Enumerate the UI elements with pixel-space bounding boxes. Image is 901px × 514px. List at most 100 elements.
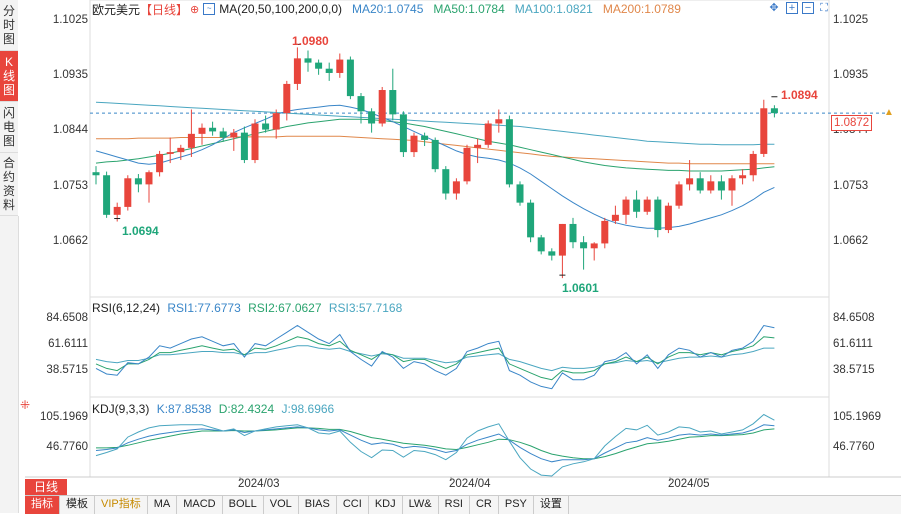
candle-body (463, 147, 471, 182)
candle-body (580, 242, 588, 249)
tab-contract-info[interactable]: 合约资料 (0, 153, 18, 216)
candle-body (209, 127, 217, 132)
tab-lw[interactable]: LW& (403, 496, 439, 514)
tab-flash-label: 闪电图 (3, 106, 16, 148)
candle-body (654, 199, 662, 231)
kdj-header: KDJ(9,3,3) K:87.8538 D:82.4324 J:98.6966 (92, 402, 334, 416)
tab-psy[interactable]: PSY (499, 496, 534, 514)
rsi-tick: 61.6111 (48, 338, 88, 350)
recent-high-label: 1.0894 (781, 88, 818, 102)
candle-body (399, 114, 407, 153)
candle-body (103, 175, 111, 215)
fullscreen-icon[interactable]: ⛶ (820, 2, 828, 14)
kdj-tick: 105.1969 (833, 411, 881, 423)
kdj-d-value: D:82.4324 (218, 402, 275, 416)
rsi-tick: 38.5715 (46, 364, 88, 376)
candle-body (548, 251, 556, 256)
move-icon[interactable]: ✥ (769, 2, 779, 14)
kdj-k-line (95, 424, 775, 463)
candle-body (590, 243, 598, 249)
candle-body (537, 237, 545, 252)
candle-body (304, 58, 312, 63)
candle-body (357, 96, 365, 112)
candle-body (739, 175, 747, 179)
zoom-in-icon[interactable]: + (786, 2, 798, 14)
tab-vip-indicators[interactable]: VIP指标 (95, 496, 148, 514)
period-day-button[interactable]: 日线 (25, 479, 67, 495)
period-label[interactable]: 【日线】 (140, 2, 189, 17)
ma-params: MA(20,50,100,200,0,0) (219, 2, 342, 16)
tab-rsi[interactable]: RSI (439, 496, 470, 514)
candle-body (516, 184, 524, 203)
tab-templates[interactable]: 模板 (60, 496, 95, 514)
tab-vol[interactable]: VOL (264, 496, 299, 514)
candle-body (707, 181, 715, 191)
price-tick: 1.0935 (833, 69, 869, 81)
candle-body (240, 132, 248, 161)
tab-kline-label: K线图 (3, 55, 16, 97)
ma50-value: MA50:1.0784 (433, 2, 505, 16)
candle-body (198, 127, 206, 134)
ma-indicator-icon[interactable]: ~ (203, 3, 216, 15)
kline-chart[interactable] (0, 0, 901, 495)
candle-body (315, 62, 323, 69)
tab-kdj[interactable]: KDJ (369, 496, 403, 514)
rsi-lines (95, 324, 775, 390)
kdj-j-value: J:98.6966 (281, 402, 335, 416)
tab-macd[interactable]: MACD (177, 496, 223, 514)
zoom-out-icon[interactable]: − (802, 2, 814, 14)
tab-timeshare[interactable]: 分时图 (0, 0, 18, 51)
candle-body (633, 199, 641, 212)
kdj-config-icon[interactable]: ⁜ (20, 398, 31, 412)
current-price-arrow-icon: ▲ (884, 107, 894, 118)
x-axis-date: 2024/05 (668, 478, 710, 490)
candle-body (696, 178, 704, 191)
candle-body (166, 152, 174, 154)
candle-body (325, 68, 333, 73)
candle-body (219, 131, 227, 138)
ma50-line (95, 118, 775, 172)
annotations (114, 43, 778, 276)
tab-cr[interactable]: CR (470, 496, 499, 514)
tab-indicators[interactable]: 指标 (25, 496, 60, 514)
candle-body (145, 172, 153, 185)
x-axis-date: 2024/04 (449, 478, 491, 490)
candle-body (622, 199, 630, 215)
rsi-tick: 38.5715 (833, 364, 875, 376)
candle-body (675, 184, 683, 206)
current-price-box: 1.0872 (831, 115, 873, 131)
ma100-value: MA100:1.0821 (514, 2, 593, 16)
candle-body (431, 139, 439, 170)
price-panel-frame (89, 0, 830, 298)
rsi-header: RSI(6,12,24) RSI1:77.6773 RSI2:67.0627 R… (92, 301, 402, 315)
ma100-line (95, 101, 775, 146)
candle-body (452, 181, 460, 194)
kdj-j-line (95, 413, 775, 477)
tab-kline[interactable]: K线图 (0, 51, 18, 102)
candlesticks (92, 47, 778, 279)
ma20-value: MA20:1.0745 (352, 2, 424, 16)
candle-body (442, 169, 450, 194)
rsi1-line (95, 324, 775, 390)
candle-body (251, 123, 259, 161)
candle-body (717, 181, 725, 191)
tab-boll[interactable]: BOLL (223, 496, 264, 514)
settings-circle-icon[interactable]: ⊕ (190, 3, 200, 16)
tab-bias[interactable]: BIAS (299, 496, 337, 514)
candle-body (283, 83, 291, 114)
kdj-params: KDJ(9,3,3) (92, 402, 150, 416)
candle-body (134, 178, 142, 185)
candle-body (664, 205, 672, 231)
kdj-d-line (96, 427, 775, 460)
candle-body (495, 119, 503, 124)
tab-ma[interactable]: MA (148, 496, 178, 514)
kdj-k-value: K:87.8538 (156, 402, 212, 416)
tab-settings[interactable]: 设置 (534, 496, 569, 514)
tab-flash[interactable]: 闪电图 (0, 102, 18, 153)
tab-cci[interactable]: CCI (337, 496, 369, 514)
kdj-tick: 46.7760 (833, 441, 875, 453)
price-tick: 1.1025 (52, 14, 88, 26)
low-price-label: 1.0694 (122, 224, 159, 238)
candle-body (389, 90, 397, 115)
candle-body (410, 135, 418, 153)
